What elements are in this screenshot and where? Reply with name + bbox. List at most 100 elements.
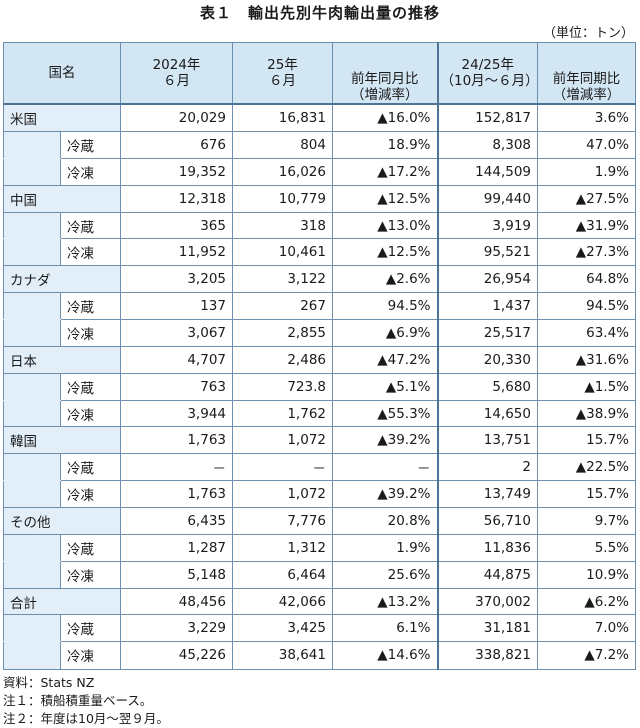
sub-category: 冷凍	[60, 157, 121, 186]
cell-value: 338,821	[436, 641, 538, 670]
cell-value: 1.9%	[332, 533, 438, 562]
cell-value: 10,779	[232, 184, 333, 213]
sub-category: 冷凍	[60, 641, 121, 670]
cell-value: 152,817	[436, 103, 538, 132]
table-row: 日本 4,707 2,486 ▲47.2% 20,330 ▲31.6%	[3, 345, 636, 374]
cell-value: ▲31.9%	[537, 211, 636, 240]
cell-value: 95,521	[436, 238, 538, 267]
cell-value: 7.0%	[537, 614, 636, 643]
sub-category: 冷蔵	[60, 131, 121, 159]
cell-value: ▲47.2%	[332, 345, 438, 374]
notes: 資料：Stats NZ 注１：積船積重量ベース。 注２：年度は10月～翌９月。	[3, 674, 169, 728]
cell-value: ▲16.0%	[332, 103, 438, 132]
sub-category: 冷凍	[60, 319, 121, 347]
sub-category: 冷凍	[60, 480, 121, 509]
cell-value: 94.5%	[332, 292, 438, 321]
cell-value: 3,944	[120, 399, 233, 428]
cell-value: 44,875	[436, 560, 538, 589]
indent-cell	[3, 131, 61, 159]
cell-value: 804	[232, 131, 333, 159]
cell-value: 26,954	[436, 265, 538, 294]
sub-category: 冷凍	[60, 560, 121, 589]
cell-value: 20.8%	[332, 507, 438, 535]
country-name: 合計	[3, 587, 61, 616]
cell-value: 18.9%	[332, 131, 438, 159]
cell-value: 94.5%	[537, 292, 636, 321]
cell-value: 15.7%	[537, 426, 636, 455]
sub-category: 冷蔵	[60, 453, 121, 482]
cell-value: 1,072	[232, 480, 333, 509]
table-subrow: 冷凍 5,148 6,464 25.6% 44,875 10.9%	[3, 560, 636, 589]
header-country: 国名	[3, 42, 121, 105]
cell-value: ▲13.2%	[332, 587, 438, 616]
cell-value: 9.7%	[537, 507, 636, 535]
cell-value: 25,517	[436, 319, 538, 347]
cell-value: ▲17.2%	[332, 157, 438, 186]
cell-value: 8,308	[436, 131, 538, 159]
cell-value: 20,029	[120, 103, 233, 132]
table-subrow: 冷凍 3,067 2,855 ▲6.9% 25,517 63.4%	[3, 319, 636, 347]
country-spacer	[60, 426, 121, 455]
sub-category: 冷蔵	[60, 211, 121, 240]
table-subrow: 冷凍 11,952 10,461 ▲12.5% 95,521 ▲27.3%	[3, 238, 636, 267]
cell-value: 370,002	[436, 587, 538, 616]
table-row: 中国 12,318 10,779 ▲12.5% 99,440 ▲27.5%	[3, 184, 636, 213]
cell-value: ▲5.1%	[332, 372, 438, 401]
sub-category: 冷蔵	[60, 533, 121, 562]
cell-value: 31,181	[436, 614, 538, 643]
indent-cell	[3, 533, 61, 562]
cell-value: ▲55.3%	[332, 399, 438, 428]
table-row: カナダ 3,205 3,122 ▲2.6% 26,954 64.8%	[3, 265, 636, 294]
cell-value: ▲13.0%	[332, 211, 438, 240]
header-fy-period: 24/25年 （10月～６月）	[436, 42, 538, 105]
cell-value: 137	[120, 292, 233, 321]
cell-value: 99,440	[436, 184, 538, 213]
indent-cell	[3, 399, 61, 428]
cell-value: 64.8%	[537, 265, 636, 294]
cell-value: ▲27.5%	[537, 184, 636, 213]
cell-value: ▲14.6%	[332, 641, 438, 670]
cell-value: 16,026	[232, 157, 333, 186]
cell-value: 10.9%	[537, 560, 636, 589]
cell-value: 16,831	[232, 103, 333, 132]
note-1: 注１：積船積重量ベース。	[3, 693, 153, 708]
table-subrow: 冷蔵 763 723.8 ▲5.1% 5,680 ▲1.5%	[3, 372, 636, 401]
cell-value: ▲12.5%	[332, 184, 438, 213]
cell-value: 13,749	[436, 480, 538, 509]
cell-value: 2	[436, 453, 538, 482]
cell-value: －	[232, 453, 333, 482]
export-table: 国名 2024年 ６月 25年 ６月 前年同月比 （増減率） 24/25年 （10月～６…	[3, 42, 636, 670]
header-yoy-month: 前年同月比 （増減率）	[332, 42, 438, 105]
cell-value: 1,437	[436, 292, 538, 321]
cell-value: ▲22.5%	[537, 453, 636, 482]
cell-value: ▲6.9%	[332, 319, 438, 347]
cell-value: 3,425	[232, 614, 333, 643]
cell-value: 48,456	[120, 587, 233, 616]
cell-value: 15.7%	[537, 480, 636, 509]
cell-value: 3,919	[436, 211, 538, 240]
cell-value: 318	[232, 211, 333, 240]
cell-value: 20,330	[436, 345, 538, 374]
cell-value: ▲6.2%	[537, 587, 636, 616]
cell-value: 6,464	[232, 560, 333, 589]
cell-value: 3,122	[232, 265, 333, 294]
cell-value: 1,312	[232, 533, 333, 562]
cell-value: 144,509	[436, 157, 538, 186]
cell-value: 47.0%	[537, 131, 636, 159]
cell-value: 12,318	[120, 184, 233, 213]
cell-value: －	[120, 453, 233, 482]
cell-value: 5.5%	[537, 533, 636, 562]
country-name: 日本	[3, 345, 61, 374]
cell-value: 4,707	[120, 345, 233, 374]
table-subrow: 冷蔵 3,229 3,425 6.1% 31,181 7.0%	[3, 614, 636, 643]
table-row: 韓国 1,763 1,072 ▲39.2% 13,751 15.7%	[3, 426, 636, 455]
indent-cell	[3, 453, 61, 482]
country-name: 中国	[3, 184, 61, 213]
cell-value: 676	[120, 131, 233, 159]
unit-label: （単位：トン）	[542, 26, 634, 41]
indent-cell	[3, 480, 61, 509]
indent-cell	[3, 560, 61, 589]
cell-value: 63.4%	[537, 319, 636, 347]
table-subrow: 冷凍 1,763 1,072 ▲39.2% 13,749 15.7%	[3, 480, 636, 509]
country-spacer	[60, 184, 121, 213]
